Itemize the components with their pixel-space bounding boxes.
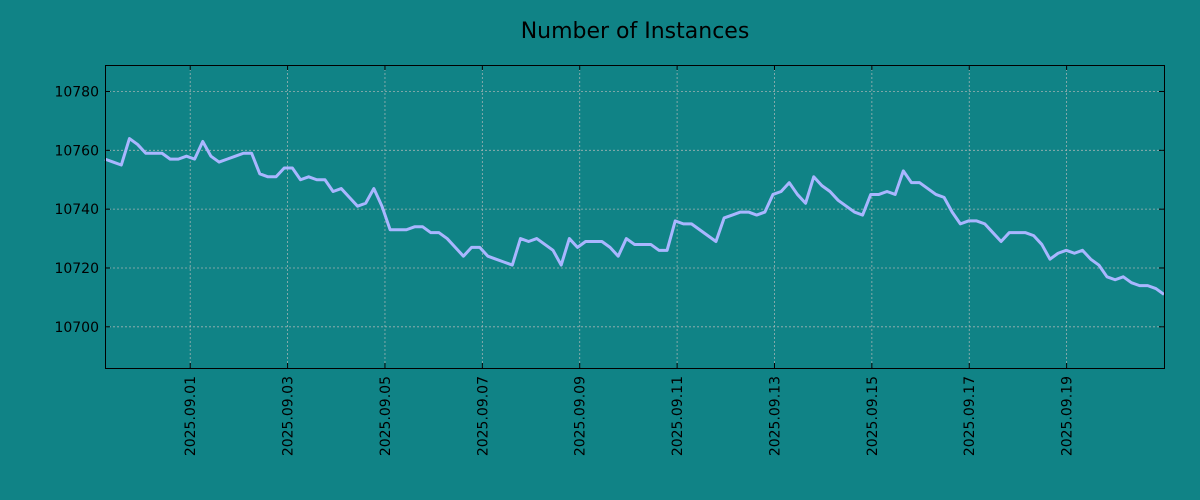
x-tick-label: 2025.09.09 <box>573 376 589 456</box>
x-tick-label: 2025.09.15 <box>865 376 881 456</box>
x-tick-label: 2025.09.13 <box>767 376 783 456</box>
chart-title: Number of Instances <box>521 19 750 44</box>
y-tick-label: 10740 <box>54 202 99 218</box>
y-tick-label: 10760 <box>54 143 99 159</box>
x-tick-label: 2025.09.19 <box>1060 376 1076 456</box>
grid-layer <box>105 65 1164 368</box>
axis-layer: 2025.09.01 2025.09.03 2025.09.05 2025.09.07… <box>54 65 1164 456</box>
y-tick-label: 10720 <box>54 261 99 277</box>
x-tick-label: 2025.09.07 <box>475 376 491 456</box>
x-tick-label: 2025.09.05 <box>378 376 394 456</box>
y-tick-label: 10700 <box>54 320 99 336</box>
y-tick-label: 10780 <box>54 84 99 100</box>
x-tick-label: 2025.09.01 <box>183 376 199 456</box>
plot-frame <box>105 65 1165 369</box>
x-tick-label: 2025.09.03 <box>281 376 297 456</box>
x-tick-label: 2025.09.11 <box>670 376 686 456</box>
series-line <box>104 137 1165 296</box>
x-tick-label: 2025.09.17 <box>962 376 978 456</box>
